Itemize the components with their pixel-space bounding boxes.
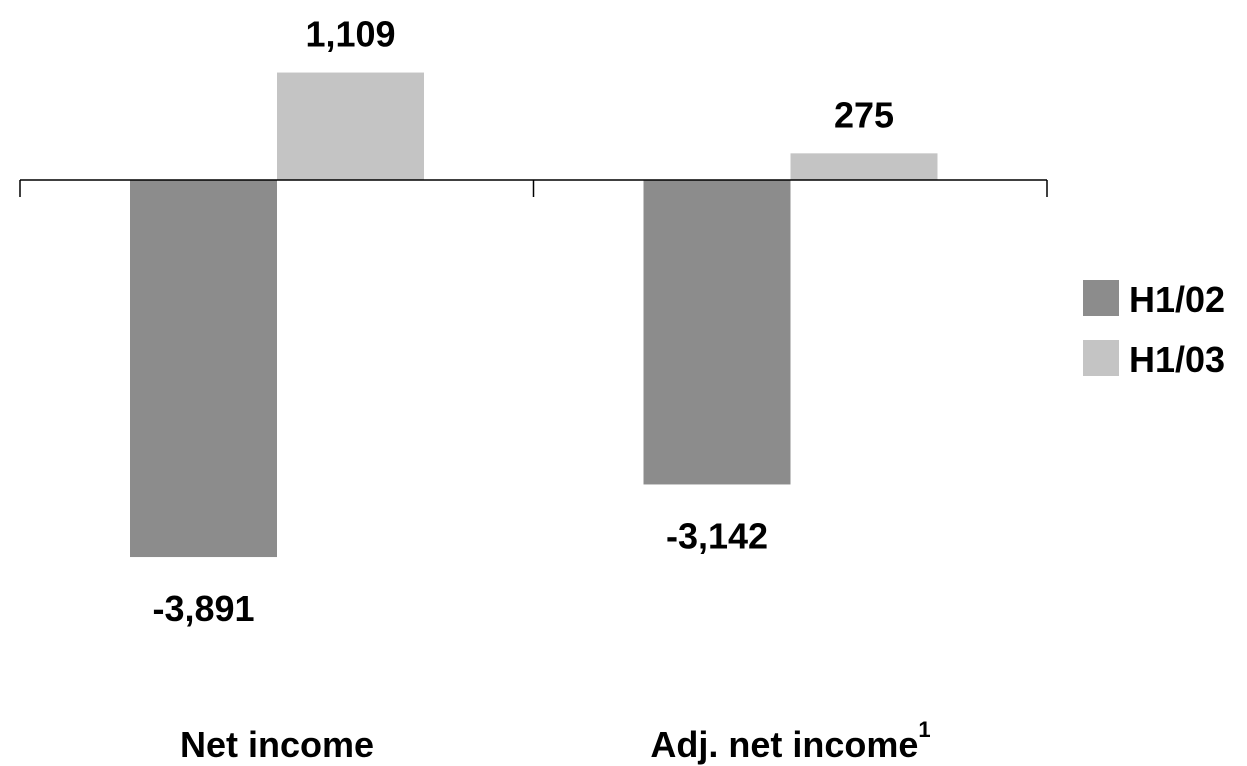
bar-h1-02-1 [130,180,277,558]
category-label-2: Adj. net income1 [650,717,930,765]
bar-h1-03-1 [277,72,424,180]
category-label-text: Adj. net income [650,724,918,765]
bar-h1-03-2 [790,153,938,180]
legend: H1/02 H1/03 [1083,279,1225,380]
category-label-1: Net income [180,724,374,765]
value-label: 1,109 [305,14,395,55]
x-axis [19,179,1048,197]
legend-label: H1/02 [1129,279,1225,320]
legend-label: H1/03 [1129,339,1225,380]
footnote-marker: 1 [918,717,930,742]
bar-h1-02-2 [643,180,791,485]
value-label: 275 [834,94,894,135]
value-labels-group: -3,891 1,109 -3,142 275 [152,14,894,630]
value-label: -3,891 [152,588,254,629]
bars-group [130,72,938,558]
category-label-text: Net income [180,724,374,765]
category-labels-group: Net income Adj. net income1 [180,717,931,765]
value-label: -3,142 [666,515,768,556]
legend-swatch [1083,280,1119,316]
legend-swatch [1083,340,1119,376]
